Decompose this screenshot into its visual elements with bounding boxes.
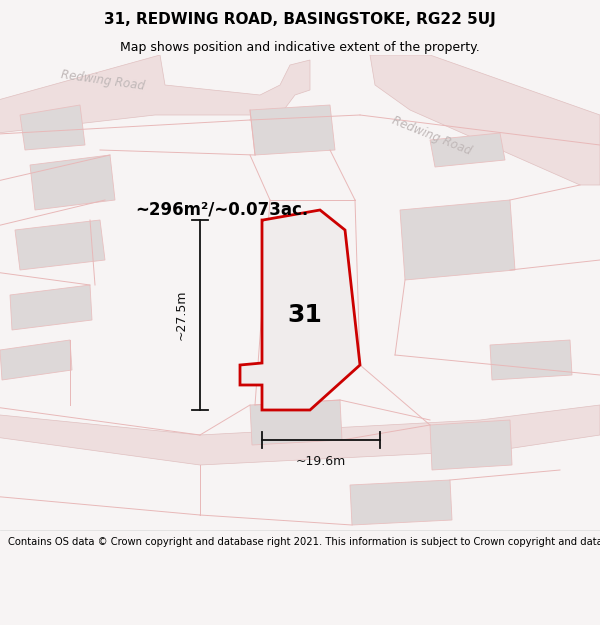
- Polygon shape: [0, 340, 72, 380]
- Text: 31, REDWING ROAD, BASINGSTOKE, RG22 5UJ: 31, REDWING ROAD, BASINGSTOKE, RG22 5UJ: [104, 12, 496, 27]
- Text: 31: 31: [287, 303, 322, 327]
- Text: Contains OS data © Crown copyright and database right 2021. This information is : Contains OS data © Crown copyright and d…: [8, 537, 600, 547]
- Polygon shape: [0, 55, 310, 135]
- Text: Map shows position and indicative extent of the property.: Map shows position and indicative extent…: [120, 41, 480, 54]
- Polygon shape: [430, 133, 505, 167]
- Polygon shape: [430, 420, 512, 470]
- Polygon shape: [0, 405, 600, 465]
- Polygon shape: [30, 155, 115, 210]
- Polygon shape: [250, 105, 335, 155]
- Polygon shape: [400, 200, 515, 280]
- Polygon shape: [490, 340, 572, 380]
- Polygon shape: [10, 285, 92, 330]
- Polygon shape: [20, 105, 85, 150]
- Polygon shape: [15, 220, 105, 270]
- Text: ~296m²/~0.073ac.: ~296m²/~0.073ac.: [135, 201, 308, 219]
- Text: ~27.5m: ~27.5m: [175, 290, 188, 340]
- Polygon shape: [250, 400, 342, 445]
- Polygon shape: [240, 210, 360, 410]
- Polygon shape: [370, 55, 600, 185]
- Text: Redwing Road: Redwing Road: [60, 68, 146, 93]
- Text: Redwing Road: Redwing Road: [390, 114, 473, 158]
- Text: ~19.6m: ~19.6m: [296, 455, 346, 468]
- Polygon shape: [350, 480, 452, 525]
